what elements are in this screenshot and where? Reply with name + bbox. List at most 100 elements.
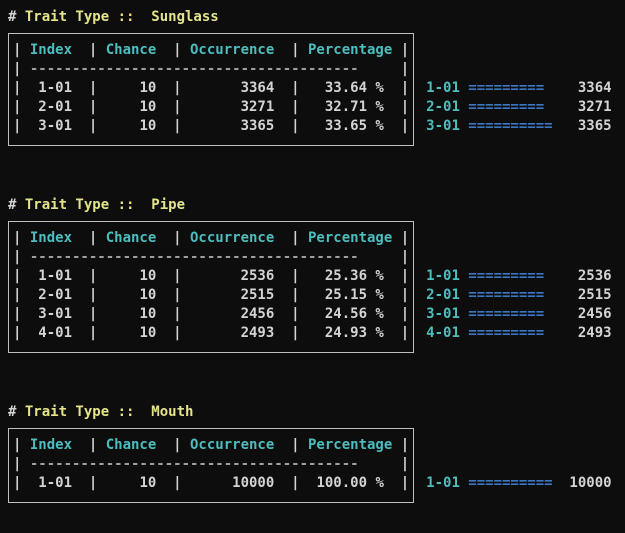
pipe-separator: | [400, 306, 410, 322]
trait-table: | Index | Chance | Occurrence | Percentage | | --… [8, 221, 415, 353]
pipe-separator: | [291, 268, 300, 284]
bar-value: 3364 [577, 80, 612, 96]
pipe-separator: | [88, 99, 98, 115]
pipe-separator: | [88, 80, 98, 96]
cell-occurrence: 10000 [232, 475, 275, 491]
cell-chance: 10 [139, 99, 157, 115]
pipe-separator: | [400, 230, 410, 246]
cell-index: 1-01 [38, 268, 72, 284]
bar-chart: 1-01 ========== 10000 [426, 474, 611, 493]
cell-index: 2-01 [38, 287, 72, 303]
separator-row: | ---------------------------------------… [13, 248, 409, 267]
cell-chance: 10 [139, 325, 157, 341]
pipe-separator: | [173, 437, 182, 453]
header-cell-index: Index [29, 437, 73, 453]
pipe-separator: | [173, 230, 182, 246]
pipe-separator: | [400, 61, 410, 77]
pipe-separator: | [88, 325, 98, 341]
pipe-separator: | [400, 249, 410, 265]
header-cell-index: Index [29, 42, 73, 58]
pipe-separator: | [291, 475, 300, 491]
cell-chance: 10 [139, 287, 157, 303]
trait-section-sunglass: # Trait Type :: Sunglass | Index | Chance | Occ… [8, 8, 625, 146]
header-cell-percentage: Percentage [308, 437, 393, 453]
header-cell-chance: Chance [105, 230, 157, 246]
cell-occurrence: 3365 [240, 118, 275, 134]
bar-value: 2536 [577, 268, 612, 284]
pipe-separator: | [400, 80, 410, 96]
bar-chart: 1-01 ========= 3364 2-01 ========= 3271 3-01… [426, 79, 611, 136]
bar-index-label: 2-01 [426, 99, 460, 115]
cell-percentage: 33.65 % [324, 118, 384, 134]
pipe-separator: | [88, 42, 98, 58]
table-row: | 1-01 | 10 | 2536 | 25.36 % | [13, 267, 409, 286]
pipe-separator: | [173, 287, 182, 303]
pipe-separator: | [400, 42, 410, 58]
pipe-separator: | [173, 42, 182, 58]
pipe-separator: | [291, 42, 300, 58]
bar-index-label: 3-01 [426, 118, 460, 134]
pipe-separator: | [400, 99, 410, 115]
bar-index-label: 1-01 [426, 475, 460, 491]
pipe-separator: | [88, 118, 98, 134]
section-body: | Index | Chance | Occurrence | Percentage | | --… [8, 33, 625, 146]
bar-row: 1-01 ========= 3364 [426, 79, 611, 98]
cell-occurrence: 2515 [240, 287, 275, 303]
table-row: | 2-01 | 10 | 3271 | 32.71 % | [13, 98, 409, 117]
pipe-separator: | [173, 268, 182, 284]
bar-value: 2493 [577, 325, 612, 341]
cell-chance: 10 [139, 306, 157, 322]
bar-value: 3271 [577, 99, 612, 115]
pipe-separator: | [291, 306, 300, 322]
pipe-separator: | [291, 230, 300, 246]
header-cell-occurrence: Occurrence [190, 42, 275, 58]
trait-type-label: Trait Type :: [24, 197, 135, 213]
table-header-row: | Index | Chance | Occurrence | Percentage | [13, 436, 409, 455]
table-row: | 4-01 | 10 | 2493 | 24.93 % | [13, 324, 409, 343]
header-cell-chance: Chance [105, 42, 157, 58]
pipe-separator: | [13, 249, 22, 265]
cell-percentage: 25.15 % [324, 287, 384, 303]
pipe-separator: | [173, 99, 182, 115]
pipe-separator: | [13, 456, 22, 472]
pipe-separator: | [173, 475, 182, 491]
bar-equals: ========== [468, 118, 553, 134]
bar-row: 1-01 ========== 10000 [426, 474, 611, 493]
bar-row: 2-01 ========= 3271 [426, 98, 611, 117]
trait-table: | Index | Chance | Occurrence | Percentage | | --… [8, 428, 415, 503]
separator-dashes: --------------------------------------- [29, 456, 359, 472]
cell-percentage: 24.56 % [324, 306, 384, 322]
pipe-separator: | [173, 325, 182, 341]
bar-value: 2515 [577, 287, 612, 303]
trait-name: Sunglass [151, 9, 219, 25]
pipe-separator: | [13, 99, 22, 115]
table-row: | 1-01 | 10 | 10000 | 100.00 % | [13, 474, 409, 493]
bar-index-label: 4-01 [426, 325, 460, 341]
cell-occurrence: 2536 [240, 268, 275, 284]
table-row: | 1-01 | 10 | 3364 | 33.64 % | [13, 79, 409, 98]
cell-index: 2-01 [38, 99, 72, 115]
bar-index-label: 3-01 [426, 306, 460, 322]
cell-index: 1-01 [38, 475, 72, 491]
cell-index: 3-01 [38, 306, 72, 322]
cell-index: 1-01 [38, 80, 72, 96]
header-cell-occurrence: Occurrence [190, 230, 275, 246]
pipe-separator: | [291, 118, 300, 134]
cell-occurrence: 2456 [240, 306, 275, 322]
separator-row: | ---------------------------------------… [13, 455, 409, 474]
bar-row: 3-01 ========= 2456 [426, 305, 611, 324]
pipe-separator: | [13, 306, 22, 322]
bar-equals: ========= [468, 306, 545, 322]
cell-index: 3-01 [38, 118, 72, 134]
pipe-separator: | [291, 287, 300, 303]
hash-symbol: # [8, 197, 17, 213]
pipe-separator: | [291, 325, 300, 341]
pipe-separator: | [400, 118, 410, 134]
pipe-separator: | [400, 475, 410, 491]
pipe-separator: | [13, 475, 22, 491]
cell-occurrence: 2493 [240, 325, 275, 341]
table-row: | 3-01 | 10 | 3365 | 33.65 % | [13, 117, 409, 136]
trait-section-pipe: # Trait Type :: Pipe | Index | Chance | Occurre… [8, 196, 625, 353]
pipe-separator: | [13, 80, 22, 96]
pipe-separator: | [88, 287, 98, 303]
